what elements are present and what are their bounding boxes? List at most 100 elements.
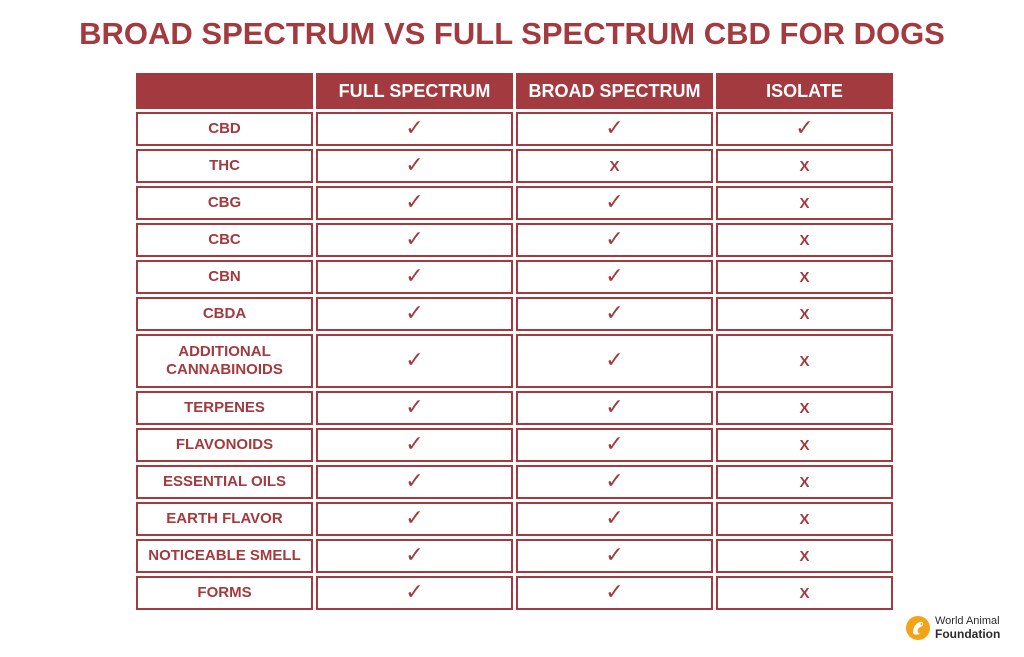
table-cell: ✓: [516, 539, 713, 573]
check-icon: ✓: [605, 506, 624, 531]
table-cell: ✓: [516, 576, 713, 610]
row-label: CBG: [136, 186, 313, 220]
cross-mark: X: [799, 510, 810, 528]
table-cell: ✓: [316, 223, 513, 257]
row-label: ESSENTIAL OILS: [136, 465, 313, 499]
table-cell: X: [716, 260, 893, 294]
table-cell: ✓: [516, 223, 713, 257]
page-title: BROAD SPECTRUM VS FULL SPECTRUM CBD FOR …: [79, 16, 945, 51]
check-icon: ✓: [605, 301, 624, 326]
table-cell: ✓: [516, 186, 713, 220]
row-label: FORMS: [136, 576, 313, 610]
table-cell: ✓: [716, 112, 893, 146]
check-icon: ✓: [795, 116, 814, 141]
table-cell: X: [716, 149, 893, 183]
check-icon: ✓: [405, 153, 424, 178]
table-cell: ✓: [516, 260, 713, 294]
table-cell: X: [716, 186, 893, 220]
check-icon: ✓: [405, 432, 424, 457]
check-icon: ✓: [605, 116, 624, 141]
check-icon: ✓: [405, 469, 424, 494]
table-cell: ✓: [516, 334, 713, 388]
comparison-table: FULL SPECTRUM BROAD SPECTRUM ISOLATE CBD…: [136, 73, 893, 610]
table-cell: ✓: [316, 186, 513, 220]
cross-mark: X: [799, 305, 810, 323]
table-cell: ✓: [516, 112, 713, 146]
world-animal-foundation-logo: World Animal Foundation: [905, 610, 1015, 646]
world-animal-foundation-logo-icon: [906, 616, 930, 640]
check-icon: ✓: [605, 395, 624, 420]
table-cell: X: [716, 334, 893, 388]
table-cell: ✓: [316, 391, 513, 425]
row-label: ADDITIONAL CANNABINOIDS: [136, 334, 313, 388]
table-cell: ✓: [316, 297, 513, 331]
check-icon: ✓: [405, 264, 424, 289]
row-label: CBDA: [136, 297, 313, 331]
table-cell: ✓: [316, 576, 513, 610]
table-cell: X: [716, 502, 893, 536]
cross-mark: X: [799, 231, 810, 249]
cross-mark: X: [799, 547, 810, 565]
row-label: TERPENES: [136, 391, 313, 425]
check-icon: ✓: [605, 543, 624, 568]
check-icon: ✓: [405, 580, 424, 605]
check-icon: ✓: [405, 506, 424, 531]
header-isolate: ISOLATE: [716, 73, 893, 109]
table-cell: ✓: [316, 149, 513, 183]
table-cell: X: [716, 539, 893, 573]
check-icon: ✓: [605, 580, 624, 605]
table-cell: ✓: [516, 502, 713, 536]
check-icon: ✓: [405, 116, 424, 141]
check-icon: ✓: [405, 395, 424, 420]
table-cell: ✓: [516, 465, 713, 499]
cross-mark: X: [799, 194, 810, 212]
check-icon: ✓: [405, 190, 424, 215]
table-cell: X: [716, 576, 893, 610]
row-label: CBD: [136, 112, 313, 146]
check-icon: ✓: [405, 543, 424, 568]
cross-mark: X: [609, 157, 620, 175]
cross-mark: X: [799, 157, 810, 175]
cross-mark: X: [799, 268, 810, 286]
table-cell: X: [716, 465, 893, 499]
check-icon: ✓: [605, 432, 624, 457]
header-empty: [136, 73, 313, 109]
row-label: CBN: [136, 260, 313, 294]
check-icon: ✓: [605, 264, 624, 289]
check-icon: ✓: [605, 348, 624, 373]
table-cell: X: [716, 297, 893, 331]
cross-mark: X: [799, 399, 810, 417]
row-label: EARTH FLAVOR: [136, 502, 313, 536]
check-icon: ✓: [405, 348, 424, 373]
cross-mark: X: [799, 584, 810, 602]
header-full-spectrum: FULL SPECTRUM: [316, 73, 513, 109]
table-cell: ✓: [516, 297, 713, 331]
header-broad-spectrum: BROAD SPECTRUM: [516, 73, 713, 109]
cross-mark: X: [799, 352, 810, 370]
cross-mark: X: [799, 473, 810, 491]
table-cell: X: [516, 149, 713, 183]
table-cell: ✓: [316, 334, 513, 388]
check-icon: ✓: [605, 469, 624, 494]
table-cell: ✓: [316, 112, 513, 146]
row-label: NOTICEABLE SMELL: [136, 539, 313, 573]
logo-text-line2: Foundation: [935, 627, 1001, 641]
logo-text-line1: World Animal: [935, 615, 1000, 627]
row-label: FLAVONOIDS: [136, 428, 313, 462]
row-label: CBC: [136, 223, 313, 257]
check-icon: ✓: [605, 227, 624, 252]
table-cell: X: [716, 391, 893, 425]
table-cell: ✓: [316, 428, 513, 462]
row-label: THC: [136, 149, 313, 183]
table-cell: ✓: [316, 260, 513, 294]
table-cell: X: [716, 428, 893, 462]
check-icon: ✓: [405, 227, 424, 252]
table-cell: X: [716, 223, 893, 257]
table-cell: ✓: [516, 391, 713, 425]
table-cell: ✓: [516, 428, 713, 462]
check-icon: ✓: [405, 301, 424, 326]
table-cell: ✓: [316, 539, 513, 573]
check-icon: ✓: [605, 190, 624, 215]
table-cell: ✓: [316, 502, 513, 536]
table-cell: ✓: [316, 465, 513, 499]
